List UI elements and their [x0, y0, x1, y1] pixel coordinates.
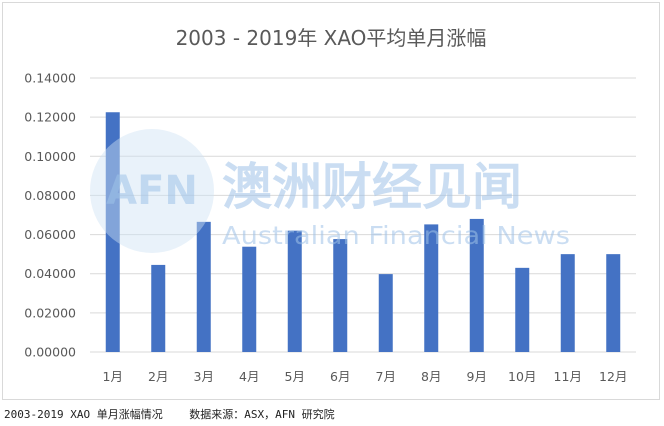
bar-10: [515, 267, 530, 352]
bar-8: [424, 224, 439, 352]
bar-7: [378, 274, 393, 352]
bar-9: [469, 218, 484, 352]
bar-3: [196, 221, 211, 352]
y-tick-label: 0.04000: [24, 266, 76, 281]
bars: [105, 112, 621, 352]
watermark-en: Australian Financial News: [222, 221, 570, 250]
x-tick-label: 10月: [508, 369, 536, 384]
gridlines: [90, 77, 636, 353]
bar-5: [287, 230, 302, 352]
x-tick-label: 3月: [194, 369, 214, 384]
bar-chart: 2003 - 2019年 XAO平均单月涨幅 0.000000.020000.0…: [24, 26, 636, 384]
watermark-cn: 澳洲财经见闻: [222, 158, 522, 216]
y-axis-ticks: 0.00000 0.02000 0.04000 0.06000 0.08000 0.100…: [24, 71, 76, 360]
bar-1: [105, 112, 120, 352]
x-tick-label: 6月: [330, 369, 350, 384]
bar-11: [560, 254, 575, 352]
x-tick-label: 1月: [103, 369, 123, 384]
x-tick-label: 9月: [467, 369, 487, 384]
y-tick-label: 0.06000: [24, 227, 76, 242]
x-tick-label: 4月: [239, 369, 259, 384]
y-tick-label: 0.12000: [24, 110, 76, 125]
x-tick-label: 8月: [421, 369, 441, 384]
y-tick-label: 0.08000: [24, 188, 76, 203]
bar-4: [242, 246, 257, 352]
x-tick-label: 11月: [554, 369, 582, 384]
y-tick-label: 0.00000: [24, 345, 76, 360]
x-tick-label: 7月: [376, 369, 396, 384]
afn-watermark: AFN 澳洲财经见闻 Australian Financial News: [90, 129, 570, 253]
afn-logo-circle: [90, 129, 214, 253]
x-tick-label: 12月: [599, 369, 627, 384]
afn-logo-text: AFN: [106, 168, 198, 214]
x-tick-label: 2月: [148, 369, 168, 384]
x-axis-ticks: 1月 2月 3月 4月 5月 6月 7月 8月 9月 10月 11月 12月: [103, 369, 628, 384]
y-tick-label: 0.14000: [24, 71, 76, 86]
y-tick-label: 0.02000: [24, 305, 76, 320]
bar-6: [333, 239, 348, 352]
chart-title: 2003 - 2019年 XAO平均单月涨幅: [176, 26, 487, 50]
y-tick-label: 0.10000: [24, 149, 76, 164]
bar-12: [606, 254, 621, 352]
bar-2: [151, 264, 166, 352]
x-tick-label: 5月: [285, 369, 305, 384]
figure-caption: 2003-2019 XAO 单月涨幅情况 数据来源：ASX，AFN 研究院: [4, 408, 335, 421]
